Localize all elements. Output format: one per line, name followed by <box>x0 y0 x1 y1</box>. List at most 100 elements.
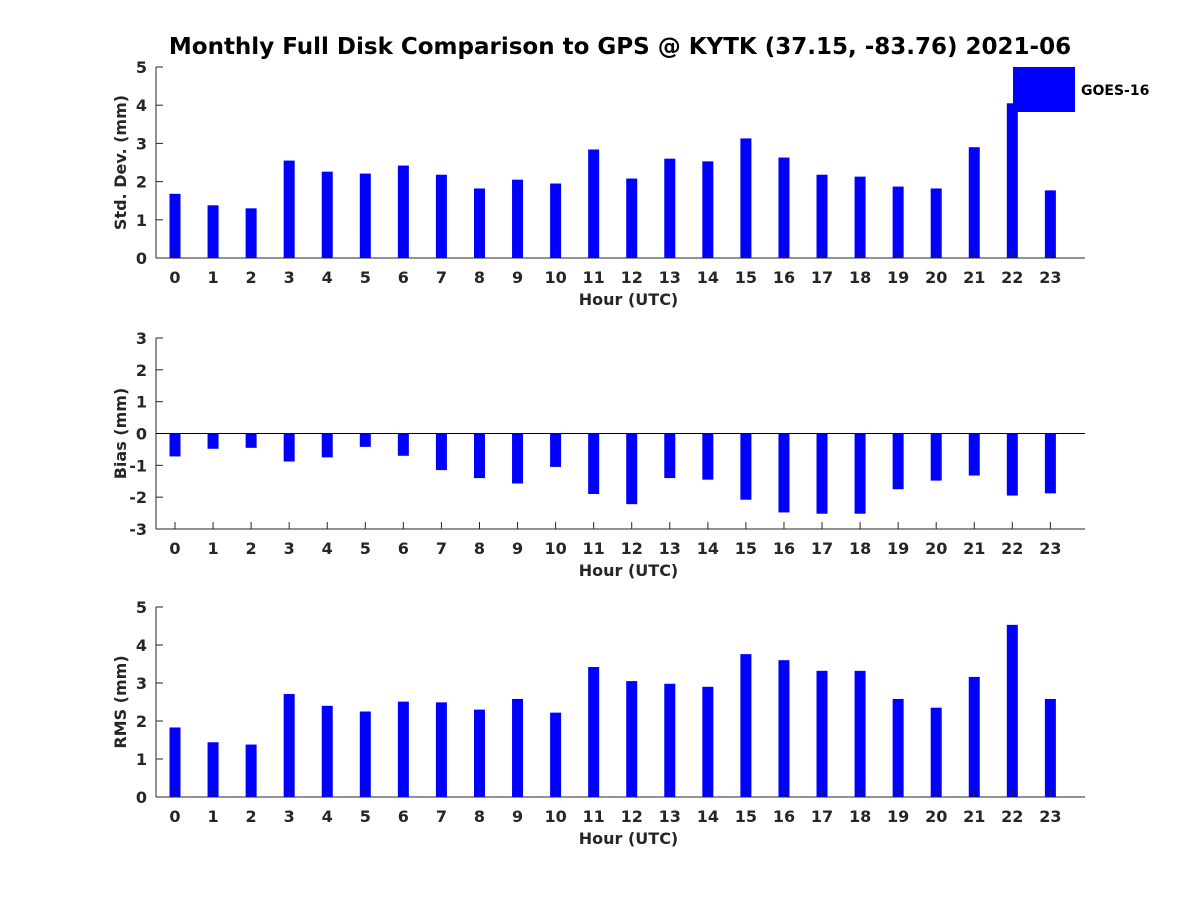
bar-hour-23 <box>1044 433 1056 494</box>
x-tick-label: 22 <box>1001 539 1023 558</box>
y-tick-label: 4 <box>136 96 147 115</box>
x-tick-label: 0 <box>169 268 180 287</box>
x-tick-label: 22 <box>1001 807 1023 826</box>
bar-hour-0 <box>169 433 181 457</box>
bar-hour-3 <box>283 433 295 462</box>
y-tick-label: -2 <box>129 488 147 507</box>
x-tick-label: 1 <box>207 539 218 558</box>
bar-hour-17 <box>816 433 828 514</box>
x-tick-label: 3 <box>284 807 295 826</box>
x-tick-label: 16 <box>773 268 795 287</box>
x-tick-label: 8 <box>474 807 485 826</box>
bar-hour-6 <box>397 701 409 797</box>
x-tick-label: 23 <box>1039 268 1061 287</box>
y-axis-label: Bias (mm) <box>111 388 130 480</box>
x-tick-label: 14 <box>697 807 719 826</box>
bar-hour-2 <box>245 433 257 448</box>
x-tick-label: 9 <box>512 268 523 287</box>
bar-hour-13 <box>664 683 676 797</box>
bar-hour-2 <box>245 208 257 258</box>
bar-hour-11 <box>588 433 600 494</box>
bar-hour-9 <box>512 698 524 797</box>
x-tick-label: 10 <box>544 268 566 287</box>
y-axis-label: RMS (mm) <box>111 655 130 748</box>
bar-hour-8 <box>473 433 485 479</box>
x-tick-label: 22 <box>1001 268 1023 287</box>
bar-hour-7 <box>435 702 447 797</box>
bar-hour-10 <box>550 712 562 797</box>
x-tick-label: 19 <box>887 807 909 826</box>
x-tick-label: 0 <box>169 539 180 558</box>
bar-hour-0 <box>169 193 181 258</box>
x-tick-label: 11 <box>583 539 605 558</box>
legend-label: GOES-16 <box>1081 83 1149 99</box>
legend: GOES-16 <box>1013 67 1149 112</box>
bar-hour-15 <box>740 433 752 500</box>
x-tick-label: 12 <box>621 807 643 826</box>
bar-hour-17 <box>816 174 828 258</box>
bar-hour-17 <box>816 670 828 797</box>
bar-hour-1 <box>207 742 219 797</box>
x-tick-label: 0 <box>169 807 180 826</box>
bar-hour-21 <box>968 676 980 797</box>
x-tick-label: 4 <box>322 268 333 287</box>
bar-hour-11 <box>588 149 600 258</box>
bar-hour-12 <box>626 433 638 505</box>
x-tick-label: 19 <box>887 539 909 558</box>
x-tick-label: 17 <box>811 268 833 287</box>
y-tick-label: 5 <box>136 598 147 617</box>
y-tick-label: 2 <box>136 173 147 192</box>
x-tick-label: 7 <box>436 807 447 826</box>
bar-hour-4 <box>321 171 333 258</box>
bar-hour-2 <box>245 744 257 797</box>
y-tick-label: 0 <box>136 249 147 268</box>
x-tick-label: 15 <box>735 539 757 558</box>
bar-hour-19 <box>892 698 904 797</box>
bar-hour-10 <box>550 433 562 467</box>
x-tick-label: 20 <box>925 807 947 826</box>
x-tick-label: 4 <box>322 539 333 558</box>
bar-hour-19 <box>892 186 904 258</box>
y-tick-label: 1 <box>136 211 147 230</box>
x-tick-label: 2 <box>246 539 257 558</box>
bar-hour-4 <box>321 705 333 797</box>
x-tick-label: 16 <box>773 539 795 558</box>
x-axis-label: Hour (UTC) <box>579 829 679 848</box>
x-axis-label: Hour (UTC) <box>579 561 679 580</box>
x-tick-label: 1 <box>207 807 218 826</box>
x-tick-label: 9 <box>512 807 523 826</box>
bar-hour-16 <box>778 433 790 513</box>
bar-hour-14 <box>702 433 714 480</box>
x-tick-label: 16 <box>773 807 795 826</box>
x-tick-label: 2 <box>246 807 257 826</box>
bar-hour-12 <box>626 178 638 258</box>
bar-hour-9 <box>512 433 524 484</box>
y-tick-label: 2 <box>136 361 147 380</box>
x-tick-label: 13 <box>659 539 681 558</box>
x-tick-label: 3 <box>284 539 295 558</box>
x-tick-label: 9 <box>512 539 523 558</box>
bar-hour-5 <box>359 173 371 258</box>
chart-title: Monthly Full Disk Comparison to GPS @ KY… <box>169 34 1071 60</box>
x-tick-label: 23 <box>1039 807 1061 826</box>
x-tick-label: 5 <box>360 268 371 287</box>
x-tick-label: 15 <box>735 268 757 287</box>
bar-hour-8 <box>473 709 485 797</box>
x-tick-label: 6 <box>398 539 409 558</box>
bar-hour-23 <box>1044 698 1056 797</box>
bar-hour-22 <box>1006 624 1018 797</box>
bar-hour-19 <box>892 433 904 490</box>
bar-hour-15 <box>740 138 752 258</box>
x-tick-label: 18 <box>849 807 871 826</box>
x-tick-label: 7 <box>436 539 447 558</box>
bar-hour-4 <box>321 433 333 458</box>
x-tick-label: 19 <box>887 268 909 287</box>
x-tick-label: 5 <box>360 807 371 826</box>
bar-hour-6 <box>397 165 409 258</box>
bar-hour-0 <box>169 727 181 797</box>
x-tick-label: 2 <box>246 268 257 287</box>
x-tick-label: 13 <box>659 268 681 287</box>
